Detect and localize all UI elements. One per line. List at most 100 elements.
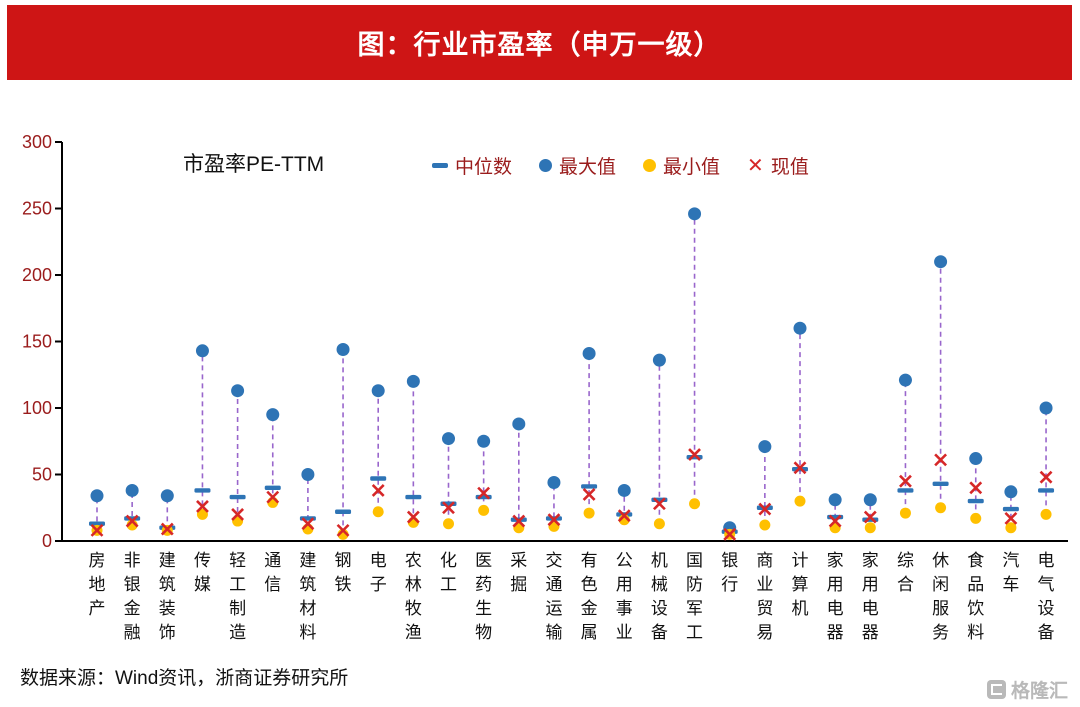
max-marker bbox=[336, 342, 350, 356]
industry-group-24 bbox=[932, 255, 949, 514]
current-marker bbox=[793, 461, 807, 475]
min-marker bbox=[478, 504, 490, 516]
median-marker bbox=[932, 481, 949, 487]
pe-ttm-label: 市盈率PE-TTM bbox=[183, 153, 325, 176]
max-marker bbox=[512, 417, 526, 431]
max-marker bbox=[195, 344, 209, 358]
median-marker bbox=[370, 476, 387, 481]
current-marker bbox=[652, 497, 666, 511]
data-source: 数据来源：Wind资讯，浙商证券研究所 bbox=[20, 668, 349, 689]
current-marker bbox=[231, 507, 245, 521]
max-marker bbox=[442, 432, 455, 446]
max-marker bbox=[1004, 485, 1018, 499]
x-axis-label: 电子 bbox=[370, 551, 387, 594]
median-marker bbox=[194, 488, 211, 493]
median-marker bbox=[229, 494, 246, 500]
title-banner: 图：行业市盈率（申万一级） bbox=[7, 5, 1072, 80]
current-marker bbox=[406, 510, 420, 524]
current-marker bbox=[547, 513, 561, 527]
min-marker bbox=[372, 506, 384, 518]
max-marker bbox=[406, 374, 420, 388]
median-marker bbox=[264, 485, 281, 490]
x-axis-label: 食品饮料 bbox=[967, 551, 984, 642]
current-marker bbox=[934, 453, 948, 467]
x-axis-label: 综合 bbox=[897, 551, 914, 594]
x-axis-label: 房地产 bbox=[89, 551, 106, 618]
max-marker bbox=[1039, 401, 1053, 415]
current-marker bbox=[688, 448, 701, 461]
max-marker bbox=[863, 493, 877, 507]
industry-group-5 bbox=[264, 408, 281, 508]
current-marker bbox=[512, 514, 526, 528]
min-dot-icon bbox=[643, 159, 657, 172]
max-marker bbox=[231, 384, 245, 398]
max-marker bbox=[969, 452, 983, 466]
x-axis-label: 非银金融 bbox=[124, 551, 141, 642]
y-tick-label: 200 bbox=[22, 265, 52, 285]
median-dash-icon bbox=[432, 163, 448, 168]
industry-group-23 bbox=[897, 373, 914, 519]
max-marker bbox=[266, 408, 280, 422]
industry-group-16 bbox=[651, 353, 668, 530]
gelonghui-logo-icon bbox=[986, 680, 1006, 699]
x-axis-label: 农林牧渔 bbox=[405, 551, 422, 642]
x-axis-label: 建筑材料 bbox=[299, 551, 316, 642]
x-axis-label: 化工 bbox=[440, 551, 457, 594]
max-marker bbox=[793, 321, 807, 335]
industry-group-21 bbox=[827, 493, 844, 534]
x-axis-label: 家用电器 bbox=[862, 551, 879, 642]
min-marker bbox=[1040, 508, 1052, 520]
legend-label-median: 中位数 bbox=[455, 157, 513, 178]
chart-title: 图：行业市盈率（申万一级） bbox=[357, 30, 722, 60]
x-axis-label: 休闲服务 bbox=[932, 551, 949, 642]
chart-legend: 中位数 最大值 最小值 现值 bbox=[432, 152, 809, 179]
industry-group-13 bbox=[545, 475, 562, 532]
x-axis-label: 家用电器 bbox=[827, 551, 844, 642]
current-marker bbox=[758, 502, 772, 516]
industry-group-14 bbox=[581, 346, 598, 519]
current-marker bbox=[969, 481, 983, 495]
max-marker bbox=[617, 483, 631, 497]
industry-group-8 bbox=[370, 384, 387, 518]
x-axis-label: 采掘 bbox=[510, 551, 527, 594]
y-tick-label: 100 bbox=[22, 398, 52, 418]
current-marker bbox=[899, 474, 912, 488]
max-marker bbox=[90, 489, 104, 503]
max-marker bbox=[688, 207, 702, 221]
min-marker bbox=[970, 512, 982, 524]
y-tick-label: 150 bbox=[22, 332, 52, 352]
x-axis-label: 建筑装饰 bbox=[159, 551, 176, 642]
legend-item-max: 最大值 bbox=[539, 152, 616, 179]
min-marker bbox=[935, 502, 947, 514]
x-axis-label: 轻工制造 bbox=[229, 551, 246, 642]
current-marker bbox=[442, 501, 455, 515]
industry-group-19 bbox=[756, 440, 773, 531]
median-marker bbox=[897, 488, 914, 493]
legend-label-current: 现值 bbox=[770, 157, 809, 178]
max-marker bbox=[652, 353, 666, 367]
gelonghui-watermark: 格隆汇 bbox=[986, 676, 1068, 703]
industry-group-20 bbox=[792, 321, 808, 507]
x-axis-label: 银行 bbox=[721, 551, 738, 594]
x-axis-label: 汽车 bbox=[1002, 551, 1019, 594]
max-marker bbox=[547, 475, 561, 489]
x-axis-label: 交通运输 bbox=[545, 551, 562, 642]
industry-group-18 bbox=[721, 521, 738, 541]
max-marker bbox=[898, 373, 912, 387]
min-marker bbox=[759, 519, 771, 531]
x-axis-label: 公用事业 bbox=[616, 551, 633, 642]
industry-group-15 bbox=[616, 483, 633, 526]
min-marker bbox=[1005, 522, 1017, 534]
min-marker bbox=[443, 518, 454, 530]
median-marker bbox=[1002, 506, 1019, 512]
current-marker bbox=[863, 510, 877, 524]
industry-group-25 bbox=[967, 452, 984, 524]
industry-group-1 bbox=[124, 483, 141, 531]
max-marker bbox=[160, 489, 174, 503]
x-axis-label: 通信 bbox=[264, 551, 281, 594]
y-tick-label: 50 bbox=[32, 465, 52, 485]
x-axis-label: 计算机 bbox=[792, 551, 809, 618]
y-tick-label: 250 bbox=[22, 199, 52, 219]
legend-label-max: 最大值 bbox=[559, 157, 617, 178]
